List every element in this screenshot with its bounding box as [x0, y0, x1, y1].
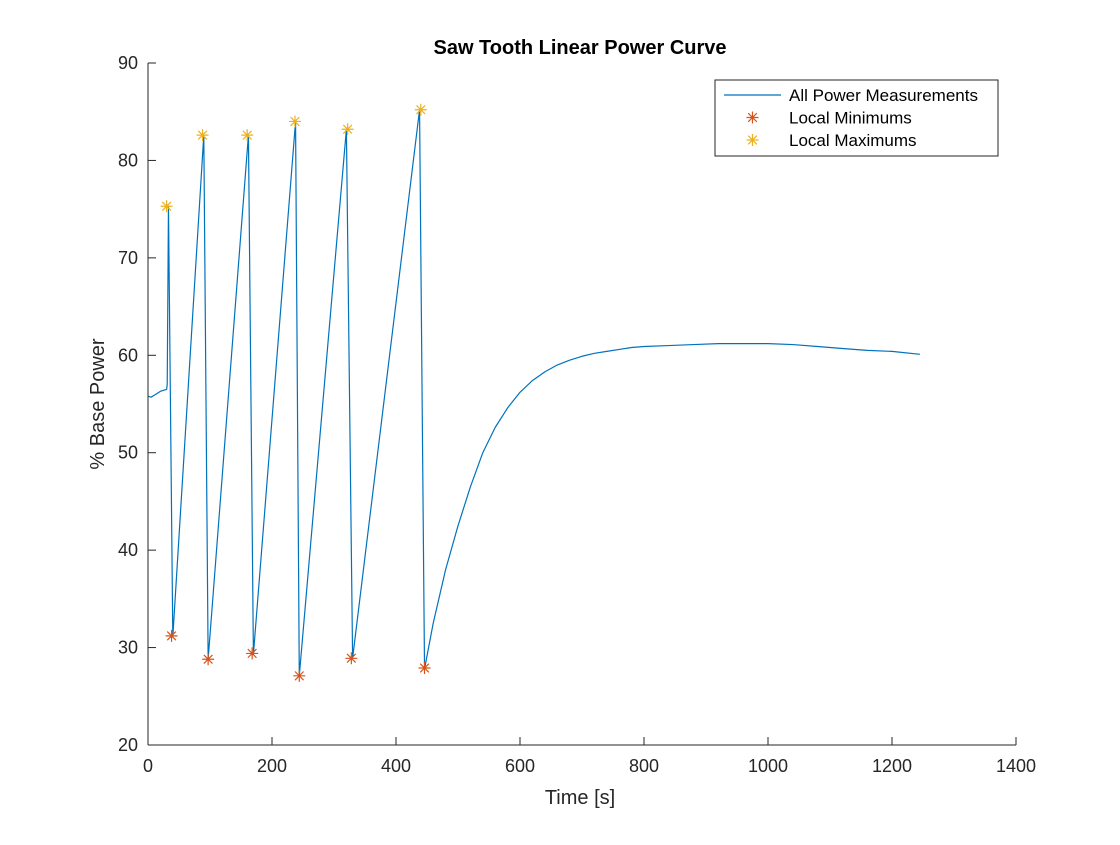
- chart-title: Saw Tooth Linear Power Curve: [433, 37, 726, 59]
- data-point-marker: [246, 647, 259, 660]
- y-tick-label: 80: [118, 150, 138, 170]
- x-tick-label: 800: [629, 756, 659, 776]
- series-2: [160, 103, 427, 213]
- legend-label: Local Maximums: [789, 131, 917, 150]
- data-point-marker: [165, 629, 178, 642]
- legend-entry: Local Minimums: [746, 109, 912, 128]
- x-tick-label: 200: [257, 756, 287, 776]
- axes-layer: 0 200 400 600 800 1000 1200 1400 20 30 40 50 60 70 80 9…: [118, 53, 1036, 776]
- data-point-marker: [414, 103, 427, 116]
- y-tick-label: 40: [118, 540, 138, 560]
- series-layer: [147, 103, 920, 682]
- legend-entries: All Power Measurements Local Minimums Loca…: [724, 86, 978, 150]
- x-tick-label: 400: [381, 756, 411, 776]
- x-axis-label: Time [s]: [545, 787, 615, 809]
- x-tick-label: 0: [143, 756, 153, 776]
- x-tick-label: 1200: [872, 756, 912, 776]
- legend-entry: Local Maximums: [746, 131, 917, 150]
- x-tick-label: 1400: [996, 756, 1036, 776]
- data-point-marker: [293, 669, 306, 682]
- series-1: [165, 629, 431, 682]
- data-point-marker: [345, 652, 358, 665]
- y-tick-label: 60: [118, 345, 138, 365]
- x-tick-label: 1000: [748, 756, 788, 776]
- y-tick-label: 30: [118, 638, 138, 658]
- y-tick-label: 20: [118, 735, 138, 755]
- data-point-marker: [341, 123, 354, 136]
- data-point-marker: [196, 129, 209, 142]
- y-tick-label: 50: [118, 443, 138, 463]
- legend-marker-swatch: [746, 111, 759, 124]
- series-0: [147, 109, 920, 677]
- data-point-marker: [202, 653, 215, 666]
- legend-entry: All Power Measurements: [724, 86, 978, 105]
- legend-label: All Power Measurements: [789, 86, 978, 105]
- data-point-marker: [418, 662, 431, 675]
- data-point-marker: [288, 115, 301, 128]
- legend: All Power Measurements Local Minimums Loca…: [714, 79, 999, 157]
- y-tick-label: 90: [118, 53, 138, 73]
- y-axis-label: % Base Power: [87, 338, 109, 470]
- legend-label: Local Minimums: [789, 109, 912, 128]
- plot-area-background: [148, 63, 1016, 745]
- series-line: [147, 109, 920, 677]
- legend-box: [714, 79, 999, 157]
- y-tick-label: 70: [118, 248, 138, 268]
- data-point-marker: [241, 129, 254, 142]
- data-point-marker: [160, 200, 173, 213]
- legend-marker-swatch: [746, 134, 759, 146]
- x-tick-label: 600: [505, 756, 535, 776]
